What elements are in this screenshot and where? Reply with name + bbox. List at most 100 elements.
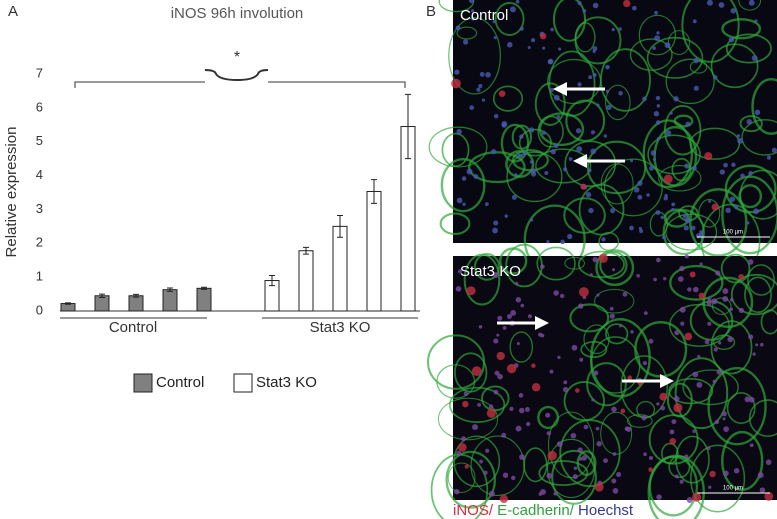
nucleus	[492, 20, 496, 24]
nucleus	[527, 314, 533, 319]
inos-cell	[499, 494, 509, 504]
nucleus	[556, 115, 561, 119]
tissue	[473, 253, 501, 281]
nucleus	[578, 457, 583, 461]
nucleus	[577, 447, 583, 453]
nucleus	[663, 196, 668, 201]
nucleus	[766, 155, 772, 160]
nucleus	[478, 325, 483, 329]
nucleus	[494, 370, 500, 376]
nucleus	[706, 301, 712, 306]
tissue	[445, 450, 496, 509]
nucleus	[468, 0, 475, 4]
nucleus	[592, 257, 598, 263]
nucleus	[632, 5, 637, 11]
nucleus	[639, 229, 644, 234]
caption-part: Hoechst	[574, 502, 634, 519]
nucleus	[713, 75, 718, 80]
nucleus	[718, 341, 722, 345]
nucleus	[653, 110, 660, 117]
nucleus	[642, 96, 647, 102]
nucleus	[461, 176, 467, 181]
nucleus	[648, 338, 654, 344]
nucleus	[479, 459, 484, 464]
error-bar	[167, 287, 173, 292]
inos-cell	[684, 332, 693, 341]
nucleus	[650, 150, 657, 156]
nucleus	[690, 225, 696, 231]
tissue	[710, 43, 759, 89]
nucleus	[553, 94, 560, 101]
nucleus	[755, 343, 759, 347]
nucleus	[457, 269, 463, 274]
nucleus	[511, 194, 517, 200]
error-bar	[337, 215, 343, 238]
nucleus	[685, 121, 691, 127]
nucleus	[728, 36, 735, 43]
nucleus	[516, 341, 520, 346]
nucleus	[661, 235, 666, 240]
inos-cell	[620, 408, 626, 414]
tissue	[669, 303, 730, 347]
nucleus	[506, 314, 512, 320]
nucleus	[683, 225, 689, 231]
nucleus	[611, 28, 615, 32]
tissue	[437, 397, 499, 441]
nucleus	[727, 336, 734, 343]
nucleus	[723, 426, 729, 433]
nucleus	[497, 373, 503, 380]
nucleus	[669, 111, 673, 115]
nucleus	[587, 168, 592, 173]
nucleus	[723, 470, 729, 477]
nucleus	[546, 240, 550, 244]
error-bar	[371, 179, 377, 204]
nucleus	[734, 205, 739, 210]
nucleus	[740, 173, 745, 179]
nucleus	[470, 9, 475, 13]
tissue	[744, 276, 772, 314]
nucleus	[519, 26, 524, 31]
nucleus	[692, 371, 699, 378]
caption-part: iNOS/	[453, 502, 494, 519]
nucleus	[660, 215, 665, 220]
nucleus	[719, 169, 726, 175]
tissue	[724, 164, 777, 214]
nucleus	[562, 386, 569, 393]
tissue	[663, 104, 702, 156]
tissue	[682, 369, 739, 406]
tissue	[665, 58, 715, 105]
nucleus	[716, 369, 723, 375]
scale-bar-label: 100 µm	[723, 230, 743, 236]
inos-cell	[709, 470, 716, 478]
nucleus	[642, 360, 647, 366]
tissue	[739, 115, 763, 133]
inos-cell	[623, 0, 631, 8]
nucleus	[518, 407, 525, 414]
nucleus	[693, 57, 700, 64]
nucleus	[507, 42, 513, 48]
nucleus	[515, 425, 522, 432]
nucleus	[718, 2, 725, 8]
nucleus	[612, 488, 619, 494]
tissue	[537, 115, 564, 148]
nucleus	[496, 333, 500, 337]
y-axis-label: Relative expression	[3, 127, 20, 258]
inos-cell	[698, 292, 706, 300]
tissue	[439, 212, 471, 235]
tissue	[674, 357, 729, 430]
nucleus	[549, 369, 554, 374]
nucleus	[674, 474, 679, 479]
tissue	[505, 149, 535, 179]
legend-swatch	[133, 373, 153, 393]
nucleus	[696, 382, 703, 388]
nucleus	[544, 171, 549, 176]
nucleus	[585, 191, 592, 198]
nucleus	[671, 202, 676, 207]
bar	[162, 289, 178, 312]
nucleus	[664, 42, 671, 49]
nucleus	[596, 293, 600, 297]
inos-cell	[659, 392, 668, 401]
nucleus	[518, 154, 523, 159]
tissue	[748, 399, 777, 437]
nucleus	[488, 404, 494, 410]
